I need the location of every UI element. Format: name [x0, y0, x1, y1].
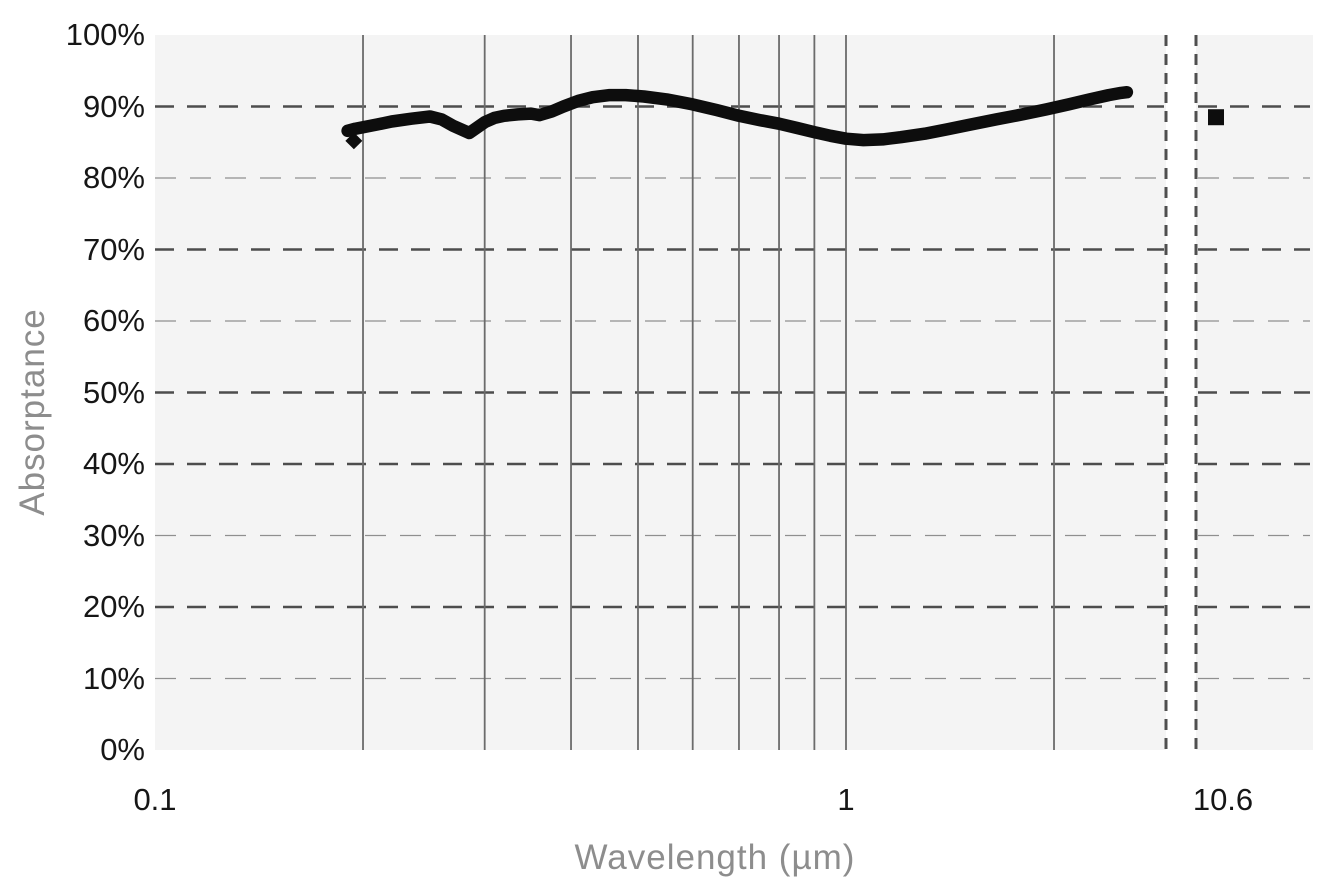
y-tick-label-0: 0%	[100, 732, 145, 767]
main-panel	[155, 35, 1166, 750]
y-tick-label-30: 30%	[82, 517, 145, 553]
x-axis-title: Wavelength (µm)	[574, 838, 856, 877]
y-tick-label-100: 100%	[65, 17, 145, 52]
x-tick-label-0.1: 0.1	[133, 782, 177, 817]
y-tick-label-80: 80%	[82, 160, 145, 195]
y-tick-label-90: 90%	[82, 88, 145, 124]
x-tick-label-1: 1	[837, 782, 855, 817]
curve-start-artifact	[345, 132, 363, 150]
absorptance-curve	[341, 85, 1134, 147]
y-tick-label-70: 70%	[82, 231, 145, 267]
y-tick-label-40: 40%	[82, 446, 145, 481]
y-tick-label-20: 20%	[82, 589, 145, 624]
y-tick-label-50: 50%	[82, 374, 145, 410]
y-tick-label-10: 10%	[82, 660, 145, 696]
x-tick-label-10.6: 10.6	[1192, 782, 1254, 817]
point-10-6um	[1208, 109, 1224, 126]
y-tick-label-60: 60%	[82, 303, 145, 338]
